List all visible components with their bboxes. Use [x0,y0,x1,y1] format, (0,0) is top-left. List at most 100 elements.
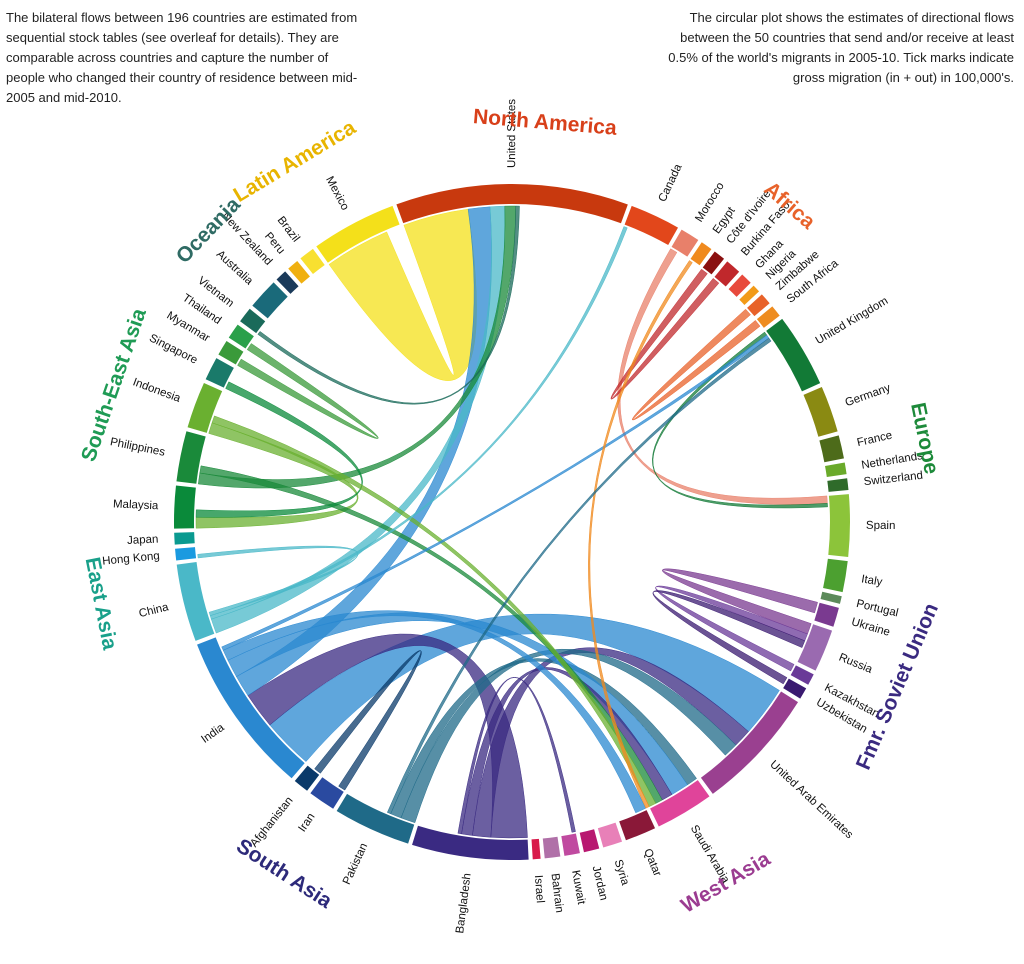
country-arc [276,271,299,294]
country-arc [823,558,848,593]
country-label: Hong Kong [102,550,160,567]
flow [617,248,828,505]
flow [221,334,770,651]
country-arc [756,306,780,328]
country-label: Malaysia [113,498,159,512]
country-label: Russia [837,652,875,677]
country-label: Iran [296,811,317,834]
country-label: United States [506,99,518,168]
country-arc [205,358,234,388]
flow [652,590,806,685]
country-arc [597,822,623,848]
flow [632,308,761,421]
country-arc [396,184,628,224]
country-arc [561,833,580,856]
country-arc [294,765,320,791]
country-arc [714,261,740,287]
flow [610,268,720,400]
flow [198,205,517,489]
country-label: Indonesia [131,376,183,405]
country-arc [187,382,223,433]
country-arc [252,282,288,319]
country-label: Qatar [641,847,663,878]
country-label: Kuwait [569,869,587,906]
country-arc [814,602,839,627]
flow [400,649,737,824]
country-arc [820,591,842,604]
flow [314,650,422,791]
country-arc [218,341,244,365]
country-label: Italy [860,573,883,588]
country-arc [797,624,833,671]
flows [195,205,828,839]
flow [197,545,359,617]
intro-right: The circular plot shows the estimates of… [668,10,1014,85]
country-label: Pakistan [341,841,370,886]
country-label: Japan [127,534,159,548]
country-arc [739,285,760,305]
region-label: Europe [906,401,943,476]
country-label: Syria [612,858,631,887]
country-arc [288,261,310,284]
country-arc [728,274,751,297]
country-arc [579,829,600,853]
country-label: Philippines [109,436,166,459]
region-label: West Asia [677,847,774,918]
country-label: Netherlands [861,450,924,472]
country-arc [174,532,195,545]
country-label: Jordan [590,865,610,902]
flow [195,381,363,518]
country-label: Israel [532,875,546,904]
flow [457,676,576,835]
country-arc [690,242,712,266]
flow [461,667,673,836]
flow [662,568,818,635]
flow [209,226,628,620]
country-label: India [199,721,227,746]
country-arc [827,478,849,492]
country-arc [542,836,561,859]
region-label: East Asia [81,555,122,652]
country-arc [240,308,266,334]
country-label: China [138,601,171,620]
country-label: United Kingdom [814,295,891,347]
country-label: Singapore [147,332,199,366]
country-label: Spain [866,520,896,532]
country-label: Mexico [323,175,351,213]
flow [199,465,663,804]
country-label: Bahrain [548,873,565,914]
country-arc [316,205,400,263]
country-label: Germany [844,382,893,409]
region-label: South Asia [232,834,336,913]
country-arc [700,691,799,794]
country-label: Ukraine [850,616,891,639]
flow [237,343,379,439]
flow [390,658,697,819]
country-arc [228,324,254,349]
country-arc [803,386,838,437]
country-label: Switzerland [863,470,923,489]
country-arc [531,838,541,860]
country-arc [819,435,844,463]
country-label: Australia [214,248,256,287]
flow [652,331,828,509]
flow [588,260,693,809]
country-arc [412,825,529,860]
country-arc [783,678,807,699]
country-label: France [856,430,894,450]
country-arc [175,547,197,561]
country-label: Canada [657,162,685,204]
country-arc [828,494,850,557]
country-label: Bangladesh [454,872,474,934]
region-label: North America [472,105,618,140]
country-arc [176,562,215,641]
country-arc [300,248,325,275]
country-arc [619,810,656,841]
country-arc [310,777,344,809]
country-arc [624,205,679,245]
country-arc [174,485,196,529]
flow [211,415,657,807]
intro-left: The bilateral flows between 196 countrie… [6,10,358,105]
